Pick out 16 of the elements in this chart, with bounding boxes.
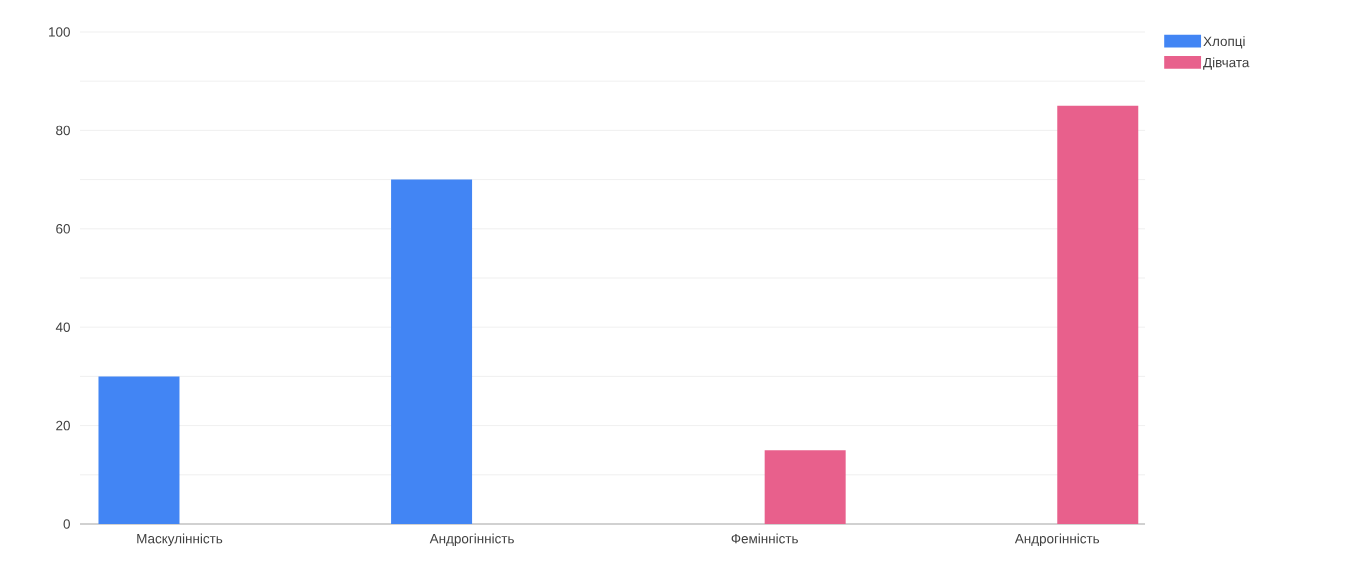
- y-tick-label: 80: [56, 125, 70, 136]
- x-tick-label: Маскулінність: [137, 533, 223, 547]
- bar: [764, 450, 846, 524]
- legend-label: Хлопці: [1203, 36, 1245, 49]
- y-tick-label: 20: [56, 420, 70, 431]
- bar: [391, 179, 473, 524]
- bar: [98, 376, 180, 524]
- x-tick-label: Андрогінність: [1014, 533, 1100, 547]
- x-tick-label: Андрогінність: [429, 533, 514, 547]
- y-tick-label: 0: [63, 519, 70, 529]
- y-tick-label: 60: [56, 224, 70, 234]
- x-tick-label: Фемінність: [731, 533, 798, 544]
- bar: [1057, 105, 1139, 524]
- legend-label: Дівчата: [1203, 57, 1250, 70]
- y-tick-label: 100: [49, 27, 70, 37]
- y-tick-label: 40: [55, 322, 70, 332]
